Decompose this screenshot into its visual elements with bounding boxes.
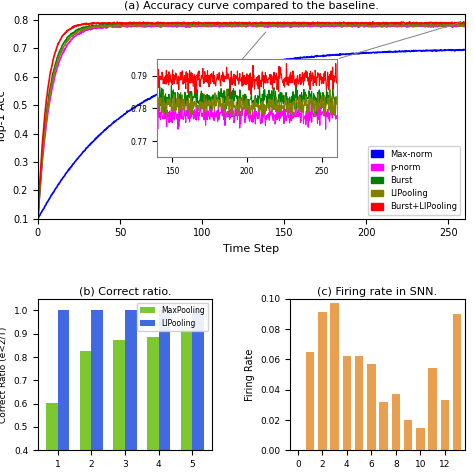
Bar: [379, 402, 388, 450]
Burst: [208, 21, 213, 27]
Y-axis label: Top-1 Acc: Top-1 Acc: [0, 90, 7, 143]
Bar: [125, 310, 137, 474]
Bar: [306, 352, 314, 450]
Burst+LIPooling: [223, 21, 228, 27]
Line: p-norm: p-norm: [38, 25, 465, 218]
Burst: [375, 23, 381, 28]
Bar: [181, 327, 192, 474]
p-norm: [35, 215, 41, 221]
Line: Burst+LIPooling: Burst+LIPooling: [38, 22, 465, 219]
Max-norm: [79, 151, 84, 157]
LIPooling: [223, 22, 228, 28]
Burst+LIPooling: [368, 21, 374, 27]
X-axis label: Time Step: Time Step: [223, 244, 279, 254]
LIPooling: [79, 27, 84, 32]
Title: (c) Firing rate in SNN.: (c) Firing rate in SNN.: [318, 287, 438, 297]
Bar: [318, 312, 327, 450]
Bar: [58, 310, 69, 474]
p-norm: [298, 22, 303, 27]
Max-norm: [462, 47, 467, 53]
Y-axis label: Firing Rate: Firing Rate: [245, 348, 255, 401]
p-norm: [208, 23, 213, 28]
Bar: [428, 368, 437, 450]
Burst+LIPooling: [375, 21, 381, 27]
Burst+LIPooling: [462, 20, 467, 26]
Bar: [330, 303, 339, 450]
Burst+LIPooling: [328, 20, 334, 26]
Legend: Max-norm, p-norm, Burst, LIPooling, Burst+LIPooling: Max-norm, p-norm, Burst, LIPooling, Burs…: [367, 146, 460, 215]
Burst: [328, 22, 334, 27]
Title: (b) Correct ratio.: (b) Correct ratio.: [79, 287, 171, 297]
Max-norm: [328, 53, 334, 58]
Max-norm: [223, 67, 228, 73]
Bar: [392, 394, 400, 450]
Line: Burst: Burst: [38, 23, 465, 219]
Burst: [462, 22, 467, 27]
Bar: [147, 337, 159, 474]
LIPooling: [368, 23, 374, 28]
Burst+LIPooling: [79, 21, 84, 27]
Y-axis label: Correct Ratio (e<2/T): Correct Ratio (e<2/T): [0, 327, 8, 423]
Burst: [35, 216, 41, 221]
Bar: [91, 310, 103, 474]
Bar: [159, 310, 171, 474]
LIPooling: [341, 21, 346, 27]
Burst+LIPooling: [461, 19, 466, 25]
Bar: [343, 356, 351, 450]
Legend: MaxPooling, LIPooling: MaxPooling, LIPooling: [137, 302, 208, 330]
Bar: [441, 401, 449, 450]
Bar: [192, 310, 204, 474]
Bar: [113, 339, 125, 474]
Burst: [417, 20, 423, 26]
Line: LIPooling: LIPooling: [38, 24, 465, 219]
Bar: [453, 314, 462, 450]
Bar: [46, 402, 58, 474]
Bar: [355, 356, 364, 450]
Max-norm: [460, 46, 466, 52]
Title: (a) Accuracy curve compared to the baseline.: (a) Accuracy curve compared to the basel…: [124, 0, 379, 10]
LIPooling: [462, 22, 467, 28]
Burst+LIPooling: [208, 20, 213, 26]
Burst: [79, 26, 84, 32]
p-norm: [79, 28, 84, 34]
Burst: [368, 22, 374, 27]
LIPooling: [35, 216, 41, 221]
Max-norm: [35, 216, 41, 221]
LIPooling: [328, 21, 334, 27]
Bar: [404, 420, 412, 450]
Bar: [367, 364, 375, 450]
Max-norm: [368, 50, 374, 55]
p-norm: [368, 24, 374, 29]
Burst+LIPooling: [35, 216, 41, 221]
p-norm: [462, 24, 467, 29]
p-norm: [223, 23, 228, 29]
Max-norm: [375, 49, 381, 55]
Max-norm: [208, 71, 213, 77]
Burst: [223, 21, 228, 27]
Bar: [416, 428, 425, 450]
Line: Max-norm: Max-norm: [38, 49, 465, 219]
LIPooling: [208, 22, 213, 28]
LIPooling: [376, 23, 382, 28]
p-norm: [328, 23, 334, 29]
p-norm: [376, 23, 382, 28]
Bar: [80, 351, 91, 474]
